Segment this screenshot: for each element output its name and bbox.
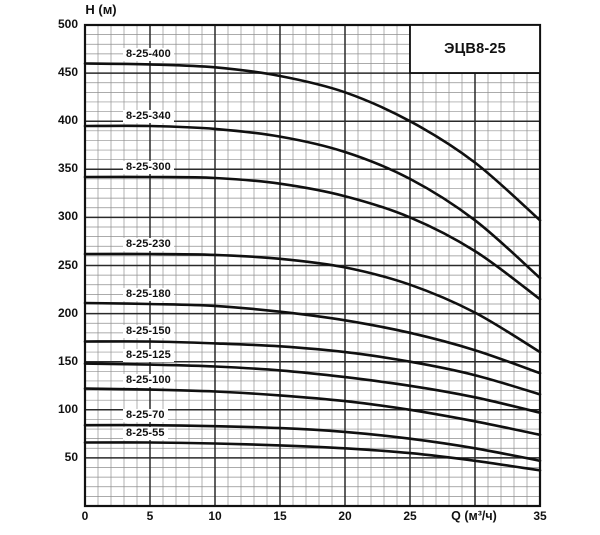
curve-8-25-55 — [83, 441, 542, 472]
y-tick-label-400: 400 — [57, 113, 78, 128]
curve-8-25-180 — [83, 301, 542, 375]
x-tick-label-5: 5 — [146, 509, 154, 523]
curve-label-8-25-125: 8-25-125 — [123, 348, 174, 362]
curve-label-8-25-300: 8-25-300 — [123, 160, 174, 174]
x-tick-label-20: 20 — [338, 509, 352, 523]
x-tick-label-0: 0 — [81, 509, 89, 523]
curve-8-25-340 — [83, 124, 542, 280]
curve-8-25-230 — [83, 252, 542, 354]
y-tick-label-200: 200 — [57, 305, 78, 320]
plot-border — [83, 23, 542, 508]
y-tick-label-300: 300 — [57, 209, 78, 224]
y-axis-title: Н (м) — [85, 2, 117, 17]
chart-title: ЭЦВ8-25 — [444, 41, 506, 57]
y-tick-label-250: 250 — [57, 257, 78, 272]
curve-label-8-25-230: 8-25-230 — [123, 237, 174, 251]
curve-label-8-25-55: 8-25-55 — [123, 426, 168, 440]
x-axis-title: Q (м³/ч) — [451, 509, 497, 523]
curve-8-25-70 — [83, 423, 542, 463]
curve-label-8-25-100: 8-25-100 — [123, 373, 174, 387]
curve-label-8-25-400: 8-25-400 — [123, 48, 174, 62]
x-tick-label-15: 15 — [273, 509, 287, 523]
y-tick-label-350: 350 — [57, 161, 78, 176]
curve-label-8-25-340: 8-25-340 — [123, 110, 174, 123]
y-tick-label-500: 500 — [57, 17, 78, 31]
curve-label-8-25-150: 8-25-150 — [123, 325, 174, 339]
y-tick-label-450: 450 — [57, 65, 78, 80]
curve-label-8-25-180: 8-25-180 — [123, 287, 174, 301]
curve-8-25-150 — [83, 340, 542, 396]
y-tick-label-50: 50 — [64, 449, 78, 464]
y-tick-label-100: 100 — [57, 401, 78, 416]
curve-8-25-100 — [83, 387, 542, 437]
x-tick-label-25: 25 — [403, 509, 417, 523]
curve-label-8-25-70: 8-25-70 — [123, 409, 168, 423]
y-tick-label-150: 150 — [57, 353, 78, 368]
x-tick-label-10: 10 — [208, 509, 222, 523]
chart-title-box — [409, 24, 541, 74]
curve-8-25-125 — [83, 362, 542, 414]
x-tick-label-35: 35 — [533, 509, 547, 523]
curve-8-25-400 — [83, 62, 542, 222]
curve-8-25-300 — [83, 175, 542, 301]
